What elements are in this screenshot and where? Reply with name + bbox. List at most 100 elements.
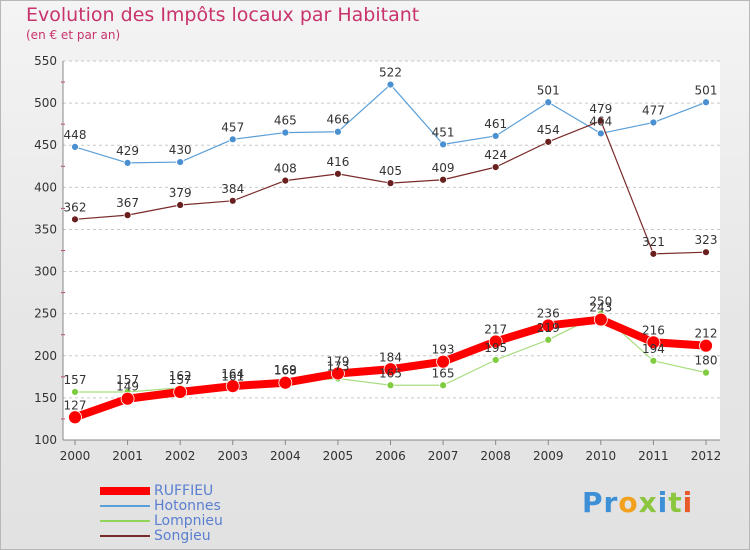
y-tick-label: 200 bbox=[34, 349, 57, 363]
data-label-hotonnes: 457 bbox=[221, 120, 244, 134]
x-tick-label: 2011 bbox=[638, 449, 669, 463]
data-point-songieu bbox=[228, 196, 237, 205]
data-label-songieu: 362 bbox=[64, 200, 87, 214]
logo-letter: x bbox=[638, 486, 658, 519]
chart-title: Evolution des Impôts locaux par Habitant bbox=[26, 4, 420, 26]
data-label-songieu: 408 bbox=[274, 162, 297, 176]
data-label-songieu: 409 bbox=[432, 161, 455, 175]
data-point-songieu bbox=[596, 116, 605, 125]
x-tick-label: 2008 bbox=[480, 449, 511, 463]
logo-letter: i bbox=[657, 486, 669, 519]
legend-swatch-lompnieu bbox=[100, 520, 150, 522]
data-point-songieu bbox=[544, 137, 553, 146]
x-tick-label: 2007 bbox=[428, 449, 459, 463]
data-point-hotonnes bbox=[176, 158, 185, 166]
proxiti-logo: Proxiti bbox=[582, 486, 693, 519]
data-label-hotonnes: 477 bbox=[642, 103, 665, 117]
data-label-lompnieu: 169 bbox=[274, 363, 297, 377]
data-label-songieu: 479 bbox=[589, 102, 612, 116]
data-label-songieu: 321 bbox=[642, 235, 665, 249]
x-tick-label: 2003 bbox=[217, 449, 248, 463]
data-point-ruffieu bbox=[278, 375, 293, 390]
x-tick-label: 2000 bbox=[60, 449, 91, 463]
data-label-hotonnes: 448 bbox=[64, 128, 87, 142]
legend-swatch-ruffieu bbox=[100, 487, 150, 495]
data-point-hotonnes bbox=[596, 129, 605, 138]
data-point-hotonnes bbox=[123, 159, 132, 167]
chart-subtitle: (en € et par an) bbox=[26, 28, 121, 42]
data-label-songieu: 367 bbox=[116, 196, 139, 210]
data-point-lompnieu bbox=[702, 368, 710, 377]
data-point-ruffieu bbox=[173, 385, 188, 399]
data-point-hotonnes bbox=[281, 128, 290, 137]
data-label-songieu: 379 bbox=[169, 186, 192, 200]
legend-swatch-hotonnes bbox=[100, 505, 150, 507]
data-label-ruffieu: 212 bbox=[695, 327, 718, 341]
data-label-ruffieu: 243 bbox=[589, 301, 612, 315]
data-label-lompnieu: 157 bbox=[64, 373, 87, 387]
data-point-hotonnes bbox=[228, 135, 237, 144]
data-point-songieu bbox=[123, 211, 132, 220]
data-label-songieu: 424 bbox=[484, 148, 507, 162]
data-point-ruffieu bbox=[699, 338, 713, 353]
x-tick-label: 2012 bbox=[691, 449, 722, 463]
y-tick-label: 400 bbox=[34, 180, 57, 194]
data-point-lompnieu bbox=[491, 356, 500, 364]
data-point-hotonnes bbox=[334, 127, 342, 136]
logo-letter: o bbox=[618, 486, 639, 519]
data-label-hotonnes: 501 bbox=[537, 83, 560, 97]
legend-label-hotonnes: Hotonnes bbox=[154, 498, 221, 514]
y-tick-label: 250 bbox=[34, 307, 57, 321]
data-point-hotonnes bbox=[544, 98, 553, 107]
y-tick-label: 150 bbox=[34, 391, 57, 405]
data-label-ruffieu: 193 bbox=[432, 343, 455, 357]
data-label-songieu: 454 bbox=[537, 123, 560, 137]
data-label-hotonnes: 451 bbox=[432, 125, 455, 139]
data-point-hotonnes bbox=[649, 118, 658, 127]
data-point-lompnieu bbox=[649, 356, 658, 365]
logo-letter: i bbox=[682, 486, 694, 519]
data-label-ruffieu: 164 bbox=[221, 367, 244, 381]
data-point-songieu bbox=[386, 179, 395, 188]
data-label-ruffieu: 217 bbox=[484, 322, 507, 336]
data-point-songieu bbox=[702, 248, 710, 257]
data-point-ruffieu bbox=[225, 379, 240, 393]
data-point-ruffieu bbox=[593, 312, 608, 327]
y-tick-label: 550 bbox=[34, 54, 57, 68]
data-point-songieu bbox=[71, 215, 79, 224]
data-label-hotonnes: 461 bbox=[484, 117, 507, 131]
data-label-lompnieu: 165 bbox=[432, 366, 455, 380]
data-point-lompnieu bbox=[71, 388, 79, 396]
data-point-lompnieu bbox=[386, 381, 395, 390]
y-tick-label: 300 bbox=[34, 265, 57, 279]
data-label-hotonnes: 466 bbox=[326, 113, 349, 127]
x-tick-label: 2001 bbox=[112, 449, 143, 463]
legend-label-songieu: Songieu bbox=[154, 528, 211, 544]
x-tick-label: 2009 bbox=[533, 449, 564, 463]
y-tick-label: 100 bbox=[34, 433, 57, 447]
data-label-ruffieu: 149 bbox=[116, 380, 139, 394]
data-point-songieu bbox=[334, 169, 342, 178]
data-label-hotonnes: 464 bbox=[589, 114, 612, 128]
data-point-songieu bbox=[649, 249, 658, 258]
y-tick-label: 350 bbox=[34, 222, 57, 236]
data-label-lompnieu: 165 bbox=[379, 366, 402, 380]
x-tick-label: 2002 bbox=[165, 449, 196, 463]
data-label-ruffieu: 127 bbox=[64, 398, 87, 412]
data-label-songieu: 323 bbox=[695, 233, 718, 247]
data-point-hotonnes bbox=[439, 140, 447, 149]
y-tick-label: 450 bbox=[34, 138, 57, 152]
data-label-hotonnes: 465 bbox=[274, 114, 297, 128]
data-point-ruffieu bbox=[488, 334, 503, 349]
data-label-ruffieu: 216 bbox=[642, 323, 665, 337]
data-point-lompnieu bbox=[544, 335, 553, 344]
data-point-songieu bbox=[491, 163, 500, 172]
data-label-lompnieu: 195 bbox=[484, 341, 507, 355]
data-label-hotonnes: 430 bbox=[169, 143, 192, 157]
logo-letter: P bbox=[582, 486, 604, 519]
data-point-hotonnes bbox=[702, 98, 710, 107]
legend-swatch-songieu bbox=[100, 535, 150, 537]
plot-area bbox=[63, 61, 720, 440]
data-label-ruffieu: 236 bbox=[537, 306, 560, 320]
